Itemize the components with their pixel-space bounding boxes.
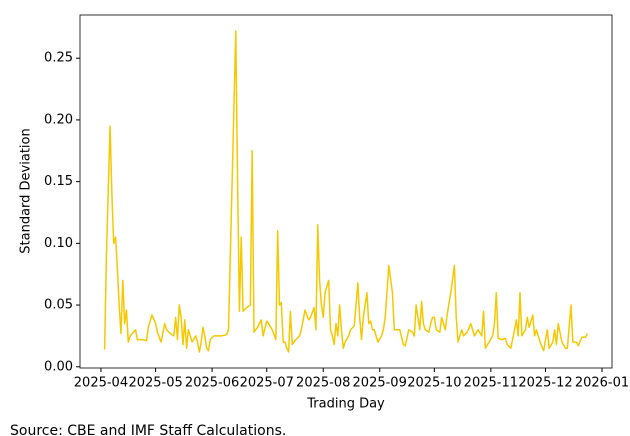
x-tick-label: 2025-04 [74,376,128,391]
x-axis-label: Trading Day [306,397,385,412]
x-tick-label: 2025-11 [464,376,518,391]
data-line [103,30,589,353]
y-axis-label: Standard Deviation [19,128,34,253]
y-tick-label: 0.15 [44,174,73,189]
x-tick-label: 2026-01 [575,376,629,391]
x-tick-label: 2025-08 [296,376,350,391]
x-tick-label: 2025-06 [185,376,239,391]
y-tick-label: 0.10 [44,236,73,251]
x-tick-label: 2025-12 [518,376,572,391]
x-tick-label: 2025-05 [128,376,182,391]
x-tick-label: 2025-10 [407,376,461,391]
y-tick-label: 0.25 [44,51,73,66]
plot-frame [79,14,613,369]
y-tick-label: 0.00 [44,359,73,374]
y-tick-label: 0.05 [44,298,73,313]
x-tick-label: 2025-09 [353,376,407,391]
y-tick-label: 0.20 [44,112,73,127]
x-tick-label: 2025-07 [240,376,294,391]
source-note: Source: CBE and IMF Staff Calculations. [10,423,286,436]
